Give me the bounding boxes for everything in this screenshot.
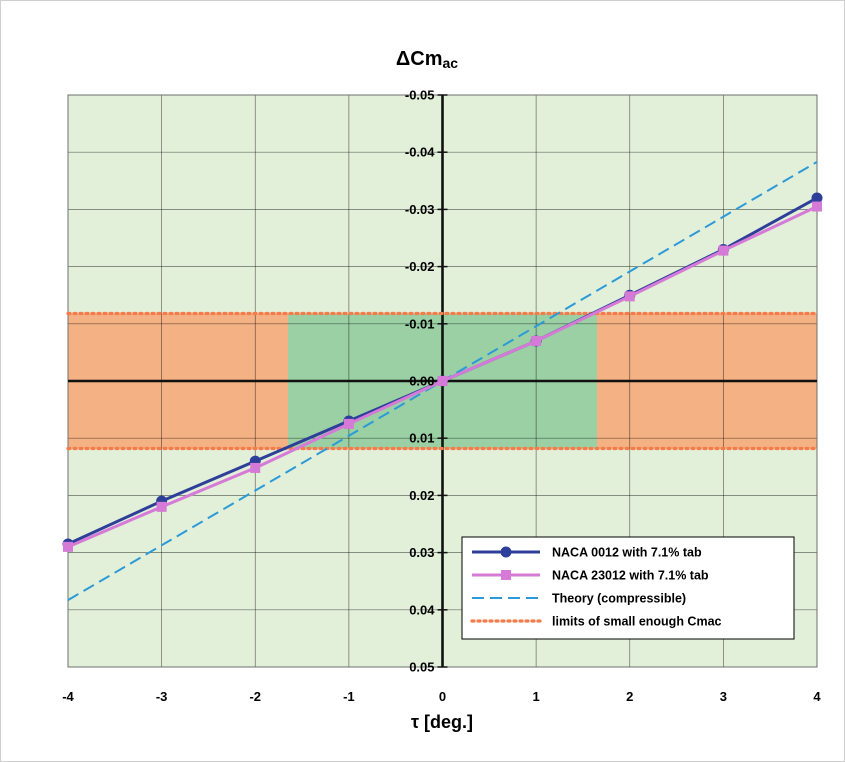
- chart-title-main: ΔCm: [396, 48, 443, 70]
- y-tick-label-8: 0.03: [409, 545, 434, 560]
- legend-swatch-marker-1: [501, 570, 511, 580]
- chart-title-subscript: ac: [443, 55, 459, 71]
- x-tick-label-4: 0: [439, 689, 446, 704]
- x-tick-label-0: -4: [62, 689, 74, 704]
- series-1-point-4: [437, 376, 448, 386]
- legend-swatch-marker-0: [500, 546, 512, 558]
- y-tick-label-1: -0.04: [405, 145, 435, 160]
- legend-box: [461, 536, 795, 640]
- legend-label-0: NACA 0012 with 7.1% tab: [552, 546, 702, 560]
- x-tick-label-3: -1: [343, 689, 355, 704]
- series-0-point-8: [811, 192, 823, 204]
- series-1-point-8: [812, 201, 822, 212]
- x-tick-label-1: -3: [156, 689, 168, 704]
- legend-label-2: Theory (compressible): [552, 592, 686, 606]
- x-tick-label-8: 4: [813, 689, 821, 704]
- y-tick-label-9: 0.04: [409, 602, 435, 617]
- legend: NACA 0012 with 7.1% tab NACA 23012 with 7…: [461, 536, 795, 640]
- series-1-point-6: [624, 291, 635, 302]
- x-tick-label-7: 3: [720, 689, 727, 704]
- y-tick-label-7: 0.02: [409, 488, 434, 503]
- series-1-point-0: [63, 541, 73, 552]
- series-1-point-1: [156, 501, 167, 512]
- y-tick-label-4: -0.01: [405, 316, 435, 331]
- x-tick-label-2: -2: [249, 689, 261, 704]
- x-tick-label-5: 1: [533, 689, 540, 704]
- y-tick-label-5: 0.00: [409, 374, 434, 389]
- series-1-point-7: [718, 245, 729, 256]
- legend-label-1: NACA 23012 with 7.1% tab: [552, 569, 709, 583]
- y-tick-label-10: 0.05: [409, 660, 434, 675]
- series-layer: [62, 161, 823, 601]
- y-tick-label-6: 0.01: [409, 431, 434, 446]
- legend-label-3: limits of small enough Cmac: [552, 615, 722, 629]
- series-1-point-5: [531, 335, 542, 346]
- x-axis-title: τ [deg.]: [411, 712, 473, 732]
- y-tick-label-0: -0.05: [405, 88, 435, 103]
- y-tick-label-3: -0.02: [405, 259, 435, 274]
- series-1-point-2: [250, 462, 261, 473]
- chart-title: ΔCmac: [396, 48, 458, 71]
- x-tick-label-6: 2: [626, 689, 633, 704]
- tick-labels: -0.05 -0.04 -0.03 -0.02 -0.01 0.00 0.01 0.02 0.0…: [62, 88, 821, 705]
- series-1-point-3: [343, 418, 354, 429]
- y-tick-label-2: -0.03: [405, 202, 435, 217]
